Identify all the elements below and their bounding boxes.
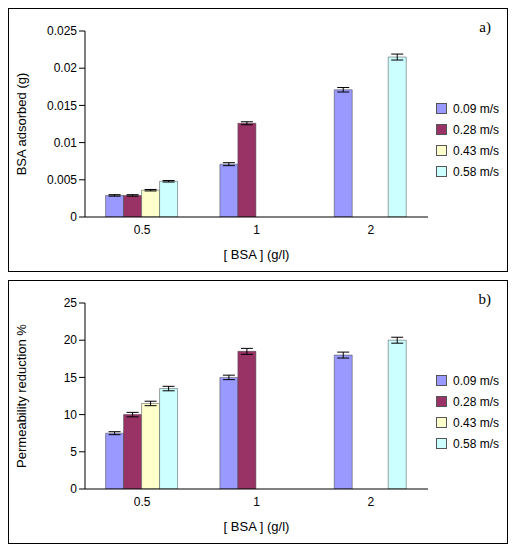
html-text:0.43 m/s: 0.43 m/s bbox=[453, 143, 499, 158]
svg-text:[ BSA ] (g/l): [ BSA ] (g/l) bbox=[224, 247, 290, 262]
svg-text:15: 15 bbox=[64, 371, 78, 385]
svg-text:20: 20 bbox=[64, 333, 78, 347]
html-text:0.58 m/s: 0.58 m/s bbox=[453, 436, 499, 451]
svg-text:0.5: 0.5 bbox=[134, 223, 151, 237]
svg-text:5: 5 bbox=[70, 445, 77, 459]
svg-text:25: 25 bbox=[64, 296, 78, 310]
html-text:0.28 m/s: 0.28 m/s bbox=[453, 122, 499, 137]
svg-text:0.01: 0.01 bbox=[54, 136, 78, 150]
html-text:0.43 m/s: 0.43 m/s bbox=[453, 415, 499, 430]
svg-text:0.02: 0.02 bbox=[54, 61, 78, 75]
svg-text:Permeability reduction %: Permeability reduction % bbox=[14, 324, 29, 468]
svg-text:0: 0 bbox=[70, 482, 77, 496]
html-text:0.09 m/s: 0.09 m/s bbox=[453, 101, 499, 116]
html-text:b): b) bbox=[478, 291, 491, 307]
html-text:0.58 m/s: 0.58 m/s bbox=[453, 164, 499, 179]
svg-text:0.015: 0.015 bbox=[47, 99, 77, 113]
svg-text:1: 1 bbox=[253, 223, 260, 237]
svg-text:0: 0 bbox=[70, 210, 77, 224]
html-text:a): a) bbox=[479, 19, 491, 35]
svg-text:2: 2 bbox=[367, 495, 374, 509]
svg-text:[ BSA ] (g/l): [ BSA ] (g/l) bbox=[224, 519, 290, 534]
svg-text:1: 1 bbox=[253, 495, 260, 509]
svg-text:0.025: 0.025 bbox=[47, 24, 77, 38]
html-text:0.09 m/s: 0.09 m/s bbox=[453, 373, 499, 388]
svg-text:0.5: 0.5 bbox=[134, 495, 151, 509]
svg-text:10: 10 bbox=[64, 408, 78, 422]
svg-text:0.005: 0.005 bbox=[47, 173, 77, 187]
svg-text:BSA adsorbed (g): BSA adsorbed (g) bbox=[14, 73, 29, 176]
html-text:0.28 m/s: 0.28 m/s bbox=[453, 394, 499, 409]
svg-text:2: 2 bbox=[367, 223, 374, 237]
